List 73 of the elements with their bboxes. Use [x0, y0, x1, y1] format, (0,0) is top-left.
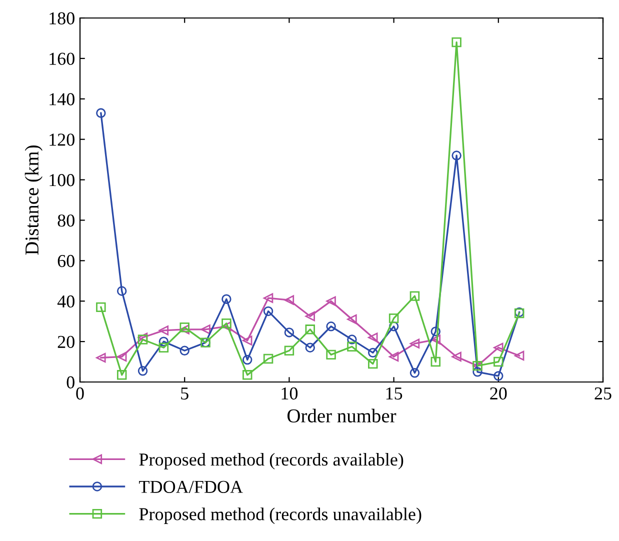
point	[347, 334, 357, 344]
y-axis-title: Distance (km)	[24, 146, 42, 255]
legend-label: Proposed method (records unavailable)	[139, 508, 422, 524]
point	[494, 356, 504, 367]
point	[263, 293, 274, 303]
point	[494, 371, 504, 381]
point	[116, 352, 127, 362]
y-tick-label: 140	[50, 93, 74, 106]
point	[388, 313, 399, 324]
point	[410, 338, 420, 348]
y-tick-label: 80	[58, 214, 74, 227]
point	[116, 286, 127, 296]
point	[494, 342, 504, 352]
point	[326, 296, 336, 306]
x-tick-label: 20	[490, 387, 507, 400]
point	[158, 336, 169, 346]
y-tick-label: 100	[50, 174, 74, 186]
point	[263, 354, 274, 364]
point	[284, 328, 294, 338]
point	[222, 318, 232, 328]
point	[368, 348, 378, 358]
point	[305, 342, 315, 352]
x-axis-title: Order number	[288, 408, 396, 422]
point	[326, 350, 336, 360]
point	[263, 306, 274, 316]
x-tick-label: 15	[386, 387, 402, 400]
y-tick-label: 60	[58, 254, 74, 268]
point	[514, 350, 524, 361]
point	[200, 324, 210, 334]
point	[158, 326, 169, 336]
point	[368, 332, 378, 342]
point	[242, 354, 252, 365]
x-tick-label: 10	[282, 387, 298, 400]
y-tick-label: 0	[66, 376, 74, 388]
point	[96, 352, 106, 363]
point	[116, 370, 127, 380]
point	[96, 302, 106, 312]
y-tick-label: 160	[50, 52, 74, 65]
legend-label: TDOA/FDOA	[139, 480, 243, 493]
point	[242, 336, 252, 346]
x-tick-label: 25	[594, 387, 612, 400]
y-tick-label: 180	[50, 12, 74, 24]
y-tick-label: 20	[58, 336, 74, 348]
point	[222, 294, 232, 304]
point	[430, 326, 440, 336]
point	[472, 367, 482, 377]
point	[410, 291, 420, 301]
point	[347, 342, 357, 352]
y-tick-label: 120	[50, 134, 74, 146]
x-tick-label: 0	[76, 387, 84, 400]
point	[242, 370, 252, 380]
point	[180, 346, 190, 356]
point	[452, 352, 462, 362]
point	[388, 352, 399, 362]
point	[326, 322, 336, 332]
x-tick-label: 5	[181, 388, 188, 400]
point	[347, 314, 357, 324]
point	[96, 108, 106, 118]
point	[410, 368, 420, 378]
point	[430, 334, 440, 344]
legend-label: Proposed method (records available)	[139, 452, 404, 470]
point	[452, 150, 462, 160]
point	[368, 358, 378, 369]
point	[158, 342, 169, 352]
point	[305, 311, 315, 322]
point	[305, 324, 315, 334]
point	[452, 37, 462, 48]
point	[138, 366, 148, 376]
point	[430, 356, 440, 367]
point	[284, 295, 294, 305]
point	[284, 346, 294, 356]
point	[388, 322, 399, 332]
y-tick-label: 40	[57, 295, 74, 308]
